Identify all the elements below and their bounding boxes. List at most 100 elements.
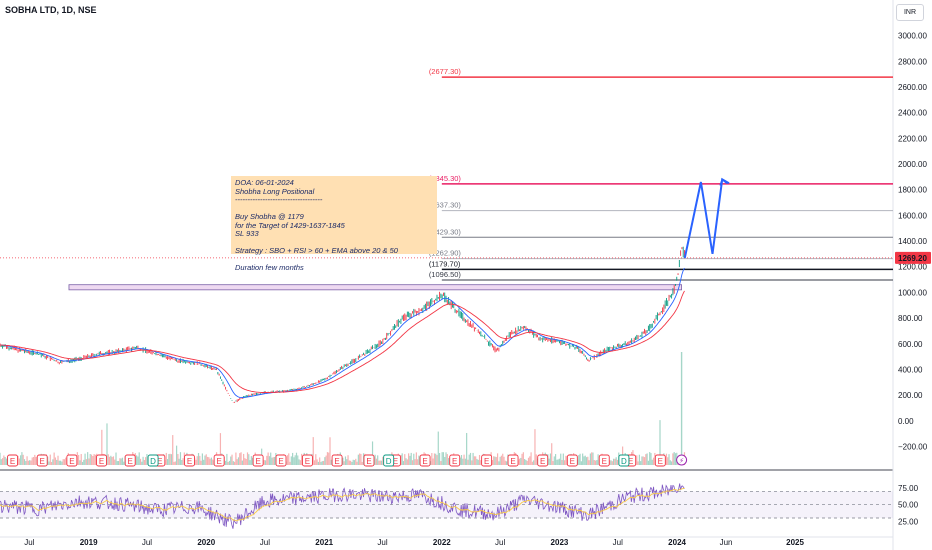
earnings-marker [449, 454, 461, 467]
earnings-marker-glyph: E [510, 457, 515, 466]
time-tick-label: Jul [142, 538, 152, 547]
rsi-ma-line [0, 488, 685, 522]
earnings-marker [66, 454, 78, 467]
earnings-marker-glyph: E [452, 457, 457, 466]
lightning-icon: ⚡ [679, 457, 684, 465]
price-tick-label: −200.00 [898, 442, 928, 451]
dividend-marker [383, 454, 395, 467]
ema-50-line [0, 290, 685, 393]
dividend-marker-glyph: D [386, 457, 392, 466]
current-price-label: 1269.20 [898, 254, 927, 263]
currency-button[interactable]: INR [896, 4, 924, 21]
price-tick-label: 0.00 [898, 417, 914, 426]
earnings-marker [184, 454, 195, 467]
earnings-marker-glyph: E [305, 457, 310, 466]
earnings-marker-glyph: E [422, 457, 427, 466]
time-tick-label: 2021 [315, 538, 333, 547]
note-line: for the Target of 1429-1637-1845 [235, 220, 345, 230]
rsi-tick-label: 50.00 [898, 501, 919, 510]
target-level-label: (1262.90) [429, 249, 462, 258]
target-level-label: (1096.50) [429, 270, 462, 279]
time-tick-label: Jul [613, 538, 623, 547]
earnings-marker-glyph: E [393, 457, 398, 466]
time-tick-label: 2022 [433, 538, 451, 547]
dividend-marker-glyph: D [150, 457, 156, 466]
earnings-marker-glyph: E [216, 457, 221, 466]
earnings-marker [275, 454, 287, 467]
earnings-marker-glyph: E [99, 457, 104, 466]
earnings-marker-glyph: E [187, 457, 192, 466]
symbol-title: SOBHA LTD, 1D, NSE [5, 5, 97, 15]
earnings-marker [481, 454, 493, 467]
earnings-marker-glyph: E [128, 457, 133, 466]
earnings-marker-glyph: E [540, 457, 545, 466]
dividend-marker [618, 454, 630, 467]
time-tick-label: Jul [24, 538, 34, 547]
earnings-marker [598, 454, 610, 467]
price-tick-label: 1800.00 [898, 186, 927, 195]
target-level-label: (1845.30) [429, 174, 462, 183]
ema-20-line [0, 267, 685, 399]
earnings-marker [566, 454, 578, 467]
note-line: Buy Shobha @ 1179 [235, 212, 304, 221]
earnings-marker [96, 454, 107, 467]
price-tick-label: 400.00 [898, 365, 923, 374]
price-tick-label: 1400.00 [898, 237, 927, 246]
time-tick-label: Jul [260, 538, 270, 547]
target-level-label: (1429.30) [429, 227, 462, 236]
rsi-tick-label: 25.00 [898, 517, 919, 526]
event-marker [676, 454, 688, 466]
earnings-marker [331, 454, 343, 467]
dividend-marker-glyph: D [621, 457, 627, 466]
earnings-marker [7, 454, 19, 467]
earnings-marker [363, 454, 375, 467]
target-level-label: (1637.30) [429, 201, 462, 210]
price-tick-label: 600.00 [898, 340, 923, 349]
current-price-tag [895, 251, 931, 264]
breakout-zone [68, 284, 682, 291]
earnings-marker [419, 454, 431, 467]
earnings-marker-glyph: E [69, 457, 74, 466]
price-tick-label: 800.00 [898, 314, 923, 323]
projection-path [683, 177, 730, 259]
earnings-marker-glyph: E [334, 457, 339, 466]
time-tick-label: 2020 [197, 538, 215, 547]
note-line: Strategy : SBO + RSI > 60 + EMA above 20… [235, 246, 398, 255]
earnings-marker-glyph: E [484, 457, 489, 466]
trade-note: DOA: 06-01-2024 Shobha Long Positional ---… [231, 176, 437, 272]
earnings-marker [36, 454, 48, 467]
price-tick-label: 2200.00 [898, 134, 927, 143]
earnings-marker-glyph: E [658, 457, 663, 466]
time-tick-label: 2024 [668, 538, 686, 547]
earnings-marker-glyph: E [10, 457, 15, 466]
note-line: ----------------------------------- [235, 195, 323, 204]
price-tick-label: 1200.00 [898, 263, 927, 272]
note-line: Shobha Long Positional [235, 186, 315, 196]
target-level-label: (2677.30) [429, 67, 462, 76]
projection-arrowhead [719, 178, 728, 186]
price-tick-label: 2600.00 [898, 83, 927, 92]
target-level-label: (1179.70) [429, 259, 461, 268]
rsi-tick-label: 75.00 [898, 484, 919, 493]
earnings-marker-glyph: E [278, 457, 283, 466]
note-line: DOA: 06-01-2024 [235, 178, 294, 187]
earnings-marker [654, 454, 666, 467]
earnings-marker [213, 454, 225, 467]
time-tick-label: Jul [495, 538, 505, 547]
earnings-marker [537, 454, 549, 467]
price-tick-label: 2000.00 [898, 160, 927, 169]
earnings-marker [301, 454, 313, 467]
price-tick-label: 2400.00 [898, 109, 927, 118]
earnings-marker-glyph: E [157, 457, 162, 466]
time-tick-label: 2019 [80, 538, 98, 547]
time-tick-label: 2025 [786, 538, 804, 547]
earnings-marker-glyph: E [40, 457, 45, 466]
time-tick-label: 2023 [551, 538, 569, 547]
note-line: SL 933 [235, 229, 259, 238]
earnings-marker-glyph: E [570, 457, 575, 466]
price-tick-label: 1000.00 [898, 288, 927, 297]
earnings-marker-glyph: E [602, 457, 607, 466]
earnings-marker-glyph: E [366, 457, 371, 466]
time-tick-label: Jun [720, 538, 733, 547]
